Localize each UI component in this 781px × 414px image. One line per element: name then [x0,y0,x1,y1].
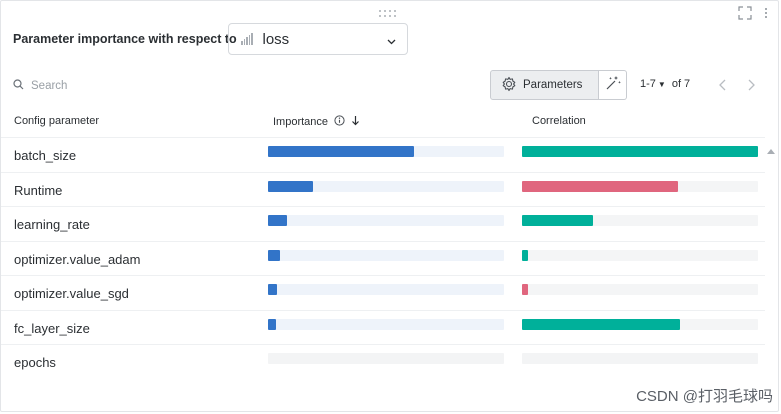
parameter-name: batch_size [14,148,77,163]
column-header-correlation[interactable]: Correlation [532,115,586,127]
scrollbar[interactable] [765,137,777,387]
importance-bar [268,215,504,226]
importance-bar-fill [268,249,280,261]
pager-range[interactable]: 1-7 [640,78,656,90]
pager-total: of 7 [671,78,691,90]
correlation-bar [522,215,758,226]
table-row[interactable]: learning_rate [1,206,765,241]
parameter-name: optimizer.value_adam [14,251,141,267]
auto-select-button[interactable] [599,70,627,100]
correlation-bar [522,146,758,157]
correlation-bar-fill [522,318,681,330]
importance-bar [268,249,504,261]
chevron-left-icon[interactable] [718,78,728,96]
table-row[interactable]: fc_layer_size [1,309,765,345]
magic-wand-icon [604,74,622,97]
parameter-name: fc_layer_size [14,320,90,336]
table-row[interactable]: optimizer.value_sgd [1,275,765,310]
correlation-bar-fill [522,249,528,261]
search-box[interactable] [13,77,151,95]
correlation-bar [522,318,758,330]
column-header-correlation-label: Correlation [532,115,586,127]
info-icon[interactable] [334,115,345,129]
correlation-bar [522,249,758,261]
parameters-button[interactable]: Parameters [490,70,599,100]
panel-title: Parameter importance with respect to [13,32,237,46]
correlation-bar [522,284,758,295]
importance-bar-fill [268,284,278,295]
table-row[interactable]: optimizer.value_adam [1,240,765,276]
chevron-down-icon [386,34,397,52]
metric-select-value: loss [262,30,290,48]
table-row[interactable]: batch_size [1,137,765,172]
importance-bar-fill [268,146,415,157]
importance-bar [268,318,504,330]
kebab-menu-icon[interactable] [764,7,768,19]
search-input[interactable] [31,80,151,92]
table-header: Config parameter Importance Correlation [1,105,765,137]
gear-icon [501,76,517,95]
column-header-config-label: Config parameter [14,115,99,127]
correlation-bar-fill [522,146,758,157]
correlation-bar [522,180,758,192]
table-row[interactable]: Runtime [1,171,765,207]
column-header-importance[interactable]: Importance [273,115,360,129]
importance-bar [268,180,504,192]
pagination: 1-7 ▼ of 7 [640,78,690,90]
correlation-bar-fill [522,215,593,226]
sort-arrow-down-icon[interactable] [351,115,360,129]
expand-icon[interactable] [738,6,752,20]
watermark-text: CSDN @打羽毛球吗 [636,388,773,405]
scroll-up-icon[interactable] [767,141,775,159]
table-body: batch_size Runtime learning_rate optimizer.… [1,137,765,379]
column-header-importance-label: Importance [273,116,329,128]
parameter-name: learning_rate [14,217,90,232]
correlation-bar [522,353,758,364]
importance-bar-fill [268,180,313,192]
table-row[interactable]: epochs [1,344,765,379]
drag-handle-icon[interactable] [379,10,401,20]
importance-bar-fill [268,215,287,226]
correlation-bar-fill [522,180,678,192]
metric-select[interactable]: loss [228,23,408,55]
importance-bar [268,284,504,295]
column-header-config[interactable]: Config parameter [14,115,99,127]
parameter-name: epochs [14,355,56,370]
parameter-name: optimizer.value_sgd [14,286,129,301]
chevron-right-icon[interactable] [746,78,756,96]
parameters-button-label: Parameters [523,79,583,91]
importance-bar [268,146,504,157]
caret-down-icon[interactable]: ▼ [657,79,666,89]
importance-bar [268,353,504,364]
parameter-name: Runtime [14,182,63,198]
importance-bar-fill [268,318,277,330]
search-icon [13,77,24,95]
bar-chart-icon [241,33,253,45]
correlation-bar-fill [522,284,528,295]
